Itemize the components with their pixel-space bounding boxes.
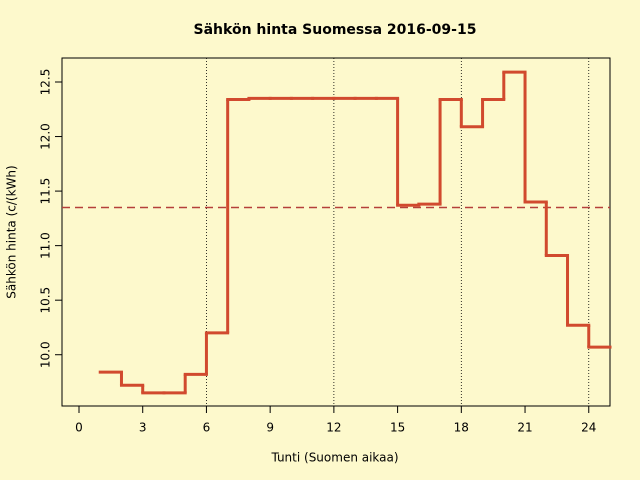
y-tick-label: 10.5: [39, 287, 53, 314]
x-tick-label: 6: [203, 421, 211, 435]
x-tick-label: 12: [326, 421, 341, 435]
x-tick-label: 18: [454, 421, 469, 435]
chart-title: Sähkön hinta Suomessa 2016-09-15: [194, 22, 477, 38]
x-tick-label: 15: [390, 421, 405, 435]
x-tick-label: 9: [266, 421, 274, 435]
y-tick-label: 11.5: [39, 178, 53, 205]
y-tick-label: 12.5: [39, 69, 53, 96]
x-tick-label: 24: [581, 421, 596, 435]
y-axis-label: Sähkön hinta (c/(kWh): [5, 165, 19, 298]
plot-frame: [61, 57, 611, 407]
x-tick-label: 21: [517, 421, 532, 435]
y-tick-label: 11.0: [39, 232, 53, 259]
x-axis-label: Tunti (Suomen aikaa): [270, 451, 398, 465]
y-tick-label: 12.0: [39, 123, 53, 150]
y-tick-label: 10.0: [39, 341, 53, 368]
x-tick-label: 3: [139, 421, 147, 435]
x-tick-label: 0: [75, 421, 83, 435]
